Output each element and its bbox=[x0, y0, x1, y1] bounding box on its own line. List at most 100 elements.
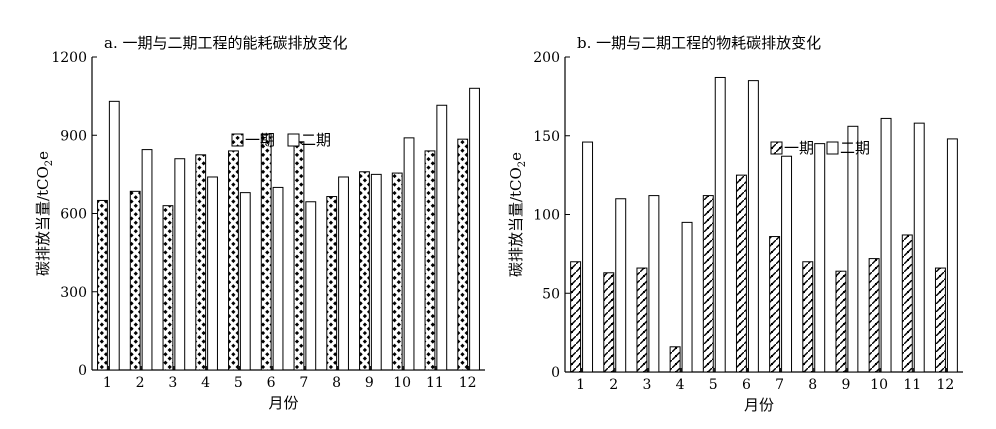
bar-phase2-4 bbox=[207, 176, 218, 371]
x-tick-label: 12 bbox=[937, 377, 955, 393]
bar-phase1-3 bbox=[162, 205, 174, 371]
bar-phase1-7 bbox=[293, 141, 305, 371]
x-tick-label: 9 bbox=[841, 377, 850, 393]
bar-phase2-3 bbox=[648, 195, 660, 373]
bar-phase2-2 bbox=[615, 198, 627, 373]
bar-phase1-12 bbox=[934, 267, 946, 373]
y-axis-label-tail: e bbox=[34, 151, 52, 160]
bar-phase2-7 bbox=[305, 201, 317, 371]
bar-phase1-12 bbox=[457, 138, 469, 371]
y-tick-label: 150 bbox=[533, 129, 560, 145]
y-tick-label: 200 bbox=[533, 50, 560, 66]
bar-phase1-4 bbox=[195, 154, 207, 371]
legend-label-phase2: 二期 bbox=[301, 131, 331, 149]
y-axis-label: 碳排放当量/tCO2e bbox=[34, 151, 55, 276]
y-tick-label: 50 bbox=[542, 286, 560, 302]
bar-phase2-10 bbox=[403, 137, 415, 371]
x-tick-label: 7 bbox=[299, 375, 308, 391]
x-tick-label: 4 bbox=[676, 377, 685, 393]
bar-phase2-8 bbox=[338, 176, 349, 371]
x-tick-label: 2 bbox=[609, 377, 618, 393]
x-tick-label: 5 bbox=[709, 377, 718, 393]
bar-phase1-8 bbox=[802, 261, 814, 373]
y-axis-label-main: 碳排放当量/tCO bbox=[507, 167, 525, 277]
legend-swatch-phase2 bbox=[826, 141, 839, 155]
x-tick-label: 7 bbox=[775, 377, 784, 393]
y-tick-label: 900 bbox=[60, 128, 87, 144]
legend-label-phase1: 一期 bbox=[245, 131, 275, 149]
bar-phase2-12 bbox=[469, 87, 480, 371]
chart-title: a. 一期与二期工程的能耗碳排放变化 bbox=[104, 34, 347, 52]
bar-phase2-1 bbox=[582, 141, 594, 373]
bar-phase1-2 bbox=[129, 190, 141, 371]
bar-phase2-9 bbox=[370, 173, 382, 371]
y-tick-label: 100 bbox=[533, 208, 560, 224]
bar-phase2-11 bbox=[913, 122, 925, 373]
y-axis-label-main: 碳排放当量/tCO bbox=[34, 166, 52, 276]
x-tick-label: 8 bbox=[332, 375, 341, 391]
y-axis-label-tail: e bbox=[507, 152, 525, 161]
bar-phase2-1 bbox=[108, 100, 120, 371]
x-tick-label: 3 bbox=[168, 375, 177, 391]
bar-phase1-4 bbox=[669, 346, 681, 373]
x-tick-label: 12 bbox=[459, 375, 477, 391]
bar-phase1-6 bbox=[260, 133, 272, 371]
bar-phase2-5 bbox=[714, 76, 726, 373]
y-axis-label: 碳排放当量/tCO2e bbox=[507, 152, 528, 277]
bar-phase2-7 bbox=[781, 155, 793, 373]
bar-phase1-11 bbox=[424, 150, 436, 371]
legend-label-phase1: 一期 bbox=[784, 139, 814, 157]
bar-phase2-3 bbox=[174, 158, 186, 371]
bar-phase1-10 bbox=[868, 258, 880, 373]
bar-phase2-6 bbox=[747, 80, 759, 373]
bar-phase2-9 bbox=[847, 125, 859, 373]
x-tick-label: 11 bbox=[426, 375, 444, 391]
bar-phase1-8 bbox=[326, 196, 338, 371]
legend-swatch-phase1 bbox=[231, 133, 244, 147]
x-tick-label: 3 bbox=[642, 377, 651, 393]
x-tick-label: 6 bbox=[267, 375, 276, 391]
x-tick-label: 1 bbox=[103, 375, 112, 391]
bar-phase2-4 bbox=[681, 221, 693, 373]
y-axis-label-subscript: 2 bbox=[517, 161, 528, 167]
x-axis-label: 月份 bbox=[268, 394, 298, 412]
y-tick-label: 300 bbox=[60, 285, 87, 301]
y-tick-label: 600 bbox=[60, 207, 87, 223]
y-tick-label: 1200 bbox=[51, 50, 87, 66]
x-tick-label: 10 bbox=[393, 375, 411, 391]
legend-swatch-phase1 bbox=[770, 141, 783, 155]
x-tick-label: 11 bbox=[903, 377, 921, 393]
x-tick-label: 9 bbox=[365, 375, 374, 391]
y-tick-label: 0 bbox=[78, 363, 87, 379]
y-axis-label-subscript: 2 bbox=[44, 160, 55, 166]
bar-phase2-10 bbox=[880, 117, 892, 373]
x-tick-label: 10 bbox=[870, 377, 888, 393]
x-tick-label: 5 bbox=[234, 375, 243, 391]
bar-phase2-5 bbox=[239, 192, 251, 371]
bar-phase2-2 bbox=[141, 149, 153, 371]
bar-phase1-1 bbox=[97, 199, 108, 371]
x-tick-label: 2 bbox=[136, 375, 145, 391]
chart-title: b. 一期与二期工程的物耗碳排放变化 bbox=[577, 34, 821, 52]
bar-phase1-6 bbox=[735, 174, 747, 373]
x-tick-label: 4 bbox=[201, 375, 210, 391]
x-tick-label: 6 bbox=[742, 377, 751, 393]
bar-phase1-5 bbox=[702, 195, 714, 373]
bar-phase1-10 bbox=[391, 172, 403, 371]
bar-phase1-7 bbox=[769, 236, 781, 373]
bar-phase1-5 bbox=[228, 150, 239, 371]
bar-phase1-3 bbox=[636, 267, 648, 373]
x-tick-label: 1 bbox=[576, 377, 585, 393]
legend-swatch-phase2 bbox=[287, 133, 300, 147]
bar-phase1-11 bbox=[901, 234, 913, 373]
legend-label-phase2: 二期 bbox=[840, 139, 870, 157]
bar-phase1-1 bbox=[570, 261, 582, 373]
y-tick-label: 0 bbox=[551, 365, 560, 381]
bar-phase2-12 bbox=[946, 138, 958, 373]
bar-phase1-9 bbox=[359, 171, 370, 371]
bar-phase2-6 bbox=[272, 186, 284, 371]
